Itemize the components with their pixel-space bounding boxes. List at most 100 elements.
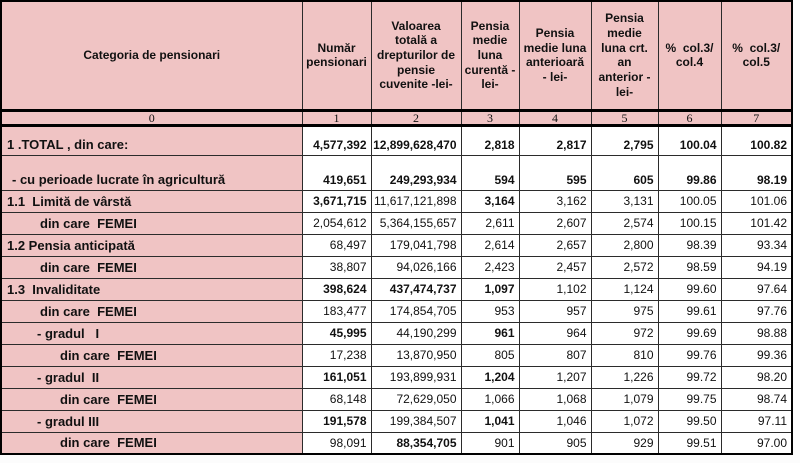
cell-value: 97.11 bbox=[720, 409, 793, 433]
cell-value: 901 bbox=[460, 431, 520, 455]
row-label: din care FEMEI bbox=[0, 255, 303, 279]
column-number: 1 bbox=[301, 109, 372, 127]
table-row: din care FEMEI 2,054,612 5,364,155,657 2,61… bbox=[0, 211, 793, 235]
cell-value: 68,497 bbox=[301, 233, 372, 257]
cell-value: 101.06 bbox=[720, 189, 793, 213]
row-label: 1.3 Invaliditate bbox=[0, 277, 303, 301]
cell-value: 98,091 bbox=[301, 431, 372, 455]
cell-value: 2,795 bbox=[590, 124, 659, 156]
cell-value: 99.36 bbox=[720, 343, 793, 367]
cell-value: 99.50 bbox=[657, 409, 722, 433]
cell-value: 1,066 bbox=[460, 387, 520, 411]
cell-value: 398,624 bbox=[301, 277, 372, 301]
table-row: 1.1 Limită de vârstă 3,671,715 11,617,121,… bbox=[0, 189, 793, 213]
cell-value: 1,124 bbox=[590, 277, 659, 301]
cell-value: 953 bbox=[460, 299, 520, 323]
row-label: 1 .TOTAL , din care: bbox=[0, 124, 303, 156]
cell-value: 1,207 bbox=[518, 365, 592, 389]
column-number: 3 bbox=[460, 109, 520, 127]
cell-value: 2,574 bbox=[590, 211, 659, 235]
row-label: din care FEMEI bbox=[0, 343, 303, 367]
table-row: 1.2 Pensia anticipată 68,497 179,041,798 2,… bbox=[0, 233, 793, 257]
cell-value: 45,995 bbox=[301, 321, 372, 345]
cell-value: 2,607 bbox=[518, 211, 592, 235]
column-number: 0 bbox=[0, 109, 303, 127]
cell-value: 100.04 bbox=[657, 124, 722, 156]
cell-value: 3,131 bbox=[590, 189, 659, 213]
cell-value: 193,899,931 bbox=[370, 365, 462, 389]
header-row: Categoria de pensionari Număr pensionari… bbox=[0, 0, 793, 112]
cell-value: 99.72 bbox=[657, 365, 722, 389]
column-number: 6 bbox=[657, 109, 722, 127]
cell-value: 805 bbox=[460, 343, 520, 367]
cell-value: 961 bbox=[460, 321, 520, 345]
cell-value: 2,818 bbox=[460, 124, 520, 156]
cell-value: 2,423 bbox=[460, 255, 520, 279]
cell-value: 3,671,715 bbox=[301, 189, 372, 213]
cell-value: 975 bbox=[590, 299, 659, 323]
col-header-valoare-totala: Valoarea totală a drepturilor de pensie … bbox=[370, 0, 462, 112]
cell-value: 1,046 bbox=[518, 409, 592, 433]
row-label: din care FEMEI bbox=[0, 299, 303, 323]
cell-value: 605 bbox=[590, 154, 659, 191]
cell-value: 2,657 bbox=[518, 233, 592, 257]
table-row: 1 .TOTAL , din care: 4,577,392 12,899,628,… bbox=[0, 124, 793, 156]
cell-value: 99.69 bbox=[657, 321, 722, 345]
cell-value: 100.05 bbox=[657, 189, 722, 213]
cell-value: 2,800 bbox=[590, 233, 659, 257]
cell-value: 419,651 bbox=[301, 154, 372, 191]
table-row: din care FEMEI 17,238 13,870,950 805 807 810 9… bbox=[0, 343, 793, 367]
col-header-pct-col3-col5: % col.3/ col.5 bbox=[720, 0, 793, 112]
row-label: din care FEMEI bbox=[0, 387, 303, 411]
cell-value: 2,457 bbox=[518, 255, 592, 279]
row-label: - cu perioade lucrate în agricultură bbox=[0, 154, 303, 191]
cell-value: 1,097 bbox=[460, 277, 520, 301]
cell-value: 2,817 bbox=[518, 124, 592, 156]
cell-value: 1,204 bbox=[460, 365, 520, 389]
cell-value: 595 bbox=[518, 154, 592, 191]
cell-value: 437,474,737 bbox=[370, 277, 462, 301]
cell-value: 964 bbox=[518, 321, 592, 345]
cell-value: 807 bbox=[518, 343, 592, 367]
table-row: din care FEMEI 38,807 94,026,166 2,423 2,457… bbox=[0, 255, 793, 279]
row-label: 1.1 Limită de vârstă bbox=[0, 189, 303, 213]
row-label: - gradul II bbox=[0, 365, 303, 389]
table-row: - cu perioade lucrate în agricultură 419,… bbox=[0, 154, 793, 191]
cell-value: 1,079 bbox=[590, 387, 659, 411]
cell-value: 99.60 bbox=[657, 277, 722, 301]
cell-value: 12,899,628,470 bbox=[370, 124, 462, 156]
cell-value: 11,617,121,898 bbox=[370, 189, 462, 213]
column-number: 7 bbox=[720, 109, 793, 127]
cell-value: 97.64 bbox=[720, 277, 793, 301]
table-row: din care FEMEI 68,148 72,629,050 1,066 1,068… bbox=[0, 387, 793, 411]
cell-value: 88,354,705 bbox=[370, 431, 462, 455]
cell-value: 99.75 bbox=[657, 387, 722, 411]
cell-value: 249,293,934 bbox=[370, 154, 462, 191]
cell-value: 44,190,299 bbox=[370, 321, 462, 345]
cell-value: 72,629,050 bbox=[370, 387, 462, 411]
table-row: - gradul III 191,578 199,384,507 1,041 1,046… bbox=[0, 409, 793, 433]
table-row: din care FEMEI 183,477 174,854,705 953 957 97… bbox=[0, 299, 793, 323]
col-header-pensie-medie-an-anterior: Pensia medie luna crt. an anterior -lei- bbox=[590, 0, 659, 112]
cell-value: 199,384,507 bbox=[370, 409, 462, 433]
cell-value: 100.15 bbox=[657, 211, 722, 235]
cell-value: 98.88 bbox=[720, 321, 793, 345]
row-label: - gradul I bbox=[0, 321, 303, 345]
cell-value: 957 bbox=[518, 299, 592, 323]
cell-value: 97.76 bbox=[720, 299, 793, 323]
cell-value: 93.34 bbox=[720, 233, 793, 257]
col-header-pensie-medie-anterioara: Pensia medie luna anterioară - lei- bbox=[518, 0, 592, 112]
cell-value: 99.76 bbox=[657, 343, 722, 367]
cell-value: 38,807 bbox=[301, 255, 372, 279]
cell-value: 929 bbox=[590, 431, 659, 455]
cell-value: 183,477 bbox=[301, 299, 372, 323]
cell-value: 972 bbox=[590, 321, 659, 345]
cell-value: 98.19 bbox=[720, 154, 793, 191]
cell-value: 810 bbox=[590, 343, 659, 367]
cell-value: 1,041 bbox=[460, 409, 520, 433]
cell-value: 1,068 bbox=[518, 387, 592, 411]
cell-value: 98.59 bbox=[657, 255, 722, 279]
cell-value: 13,870,950 bbox=[370, 343, 462, 367]
row-label: 1.2 Pensia anticipată bbox=[0, 233, 303, 257]
